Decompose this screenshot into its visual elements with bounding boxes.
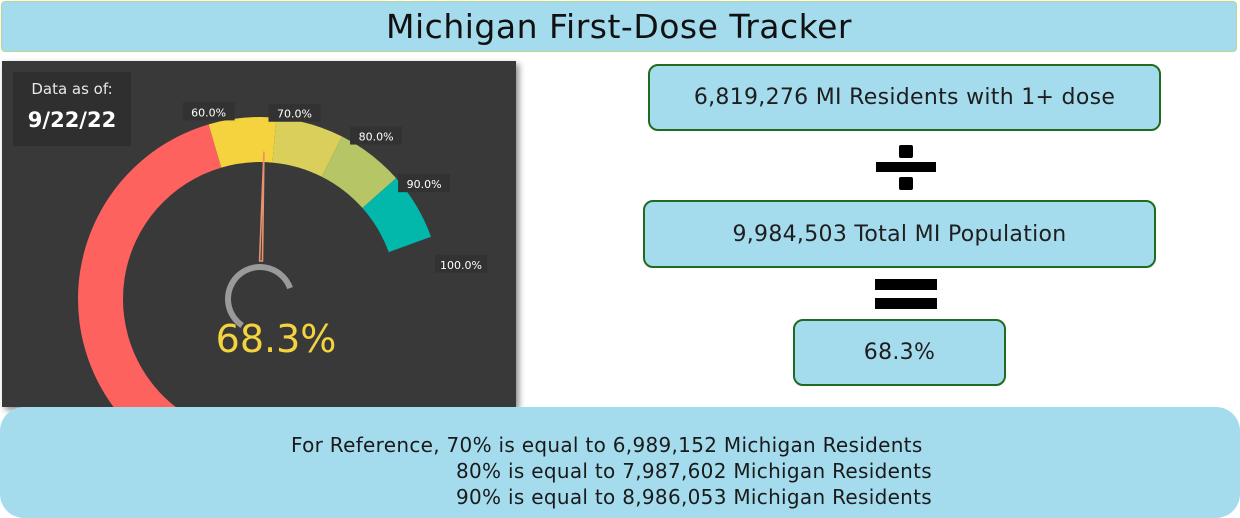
gauge-tick-label-80: 80.0% xyxy=(359,131,394,144)
as-of-date: 9/22/22 xyxy=(27,108,117,132)
as-of-label: Data as of: xyxy=(31,80,113,98)
reference-panel: For Reference, 70% is equal to 6,989,152… xyxy=(0,407,1240,518)
gauge-hub xyxy=(225,264,293,329)
gauge-tick-bg-90 xyxy=(398,174,451,193)
reference-line-80: 80% is equal to 7,987,602 Michigan Resid… xyxy=(456,459,933,483)
gauge-panel: 0.0%60.0%70.0%80.0%90.0%100.0%68.3% Data… xyxy=(2,61,516,407)
gauge-tick-label-60: 60.0% xyxy=(191,106,226,119)
denominator-value: 9,984,503 Total MI Population xyxy=(732,221,1067,247)
title-bar: Michigan First-Dose Tracker xyxy=(1,1,1237,52)
gauge-value-label: 68.3% xyxy=(216,317,337,361)
reference-line-70: For Reference, 70% is equal to 6,989,152… xyxy=(291,433,923,457)
gauge-band-3 xyxy=(321,136,397,209)
gauge-tick-label-90: 90.0% xyxy=(407,178,442,191)
result-card: 68.3% xyxy=(793,319,1006,386)
result-value: 68.3% xyxy=(863,340,936,365)
numerator-card: 6,819,276 MI Residents with 1+ dose xyxy=(648,64,1161,131)
gauge-band-1 xyxy=(208,117,277,168)
denominator-card: 9,984,503 Total MI Population xyxy=(643,200,1156,268)
gauge-needle xyxy=(258,151,265,262)
page-title: Michigan First-Dose Tracker xyxy=(386,7,852,46)
gauge-tick-bg-70 xyxy=(268,103,321,122)
gauge-band-2 xyxy=(272,117,343,177)
gauge-tick-bg-60 xyxy=(182,102,235,121)
as-of-card: Data as of: 9/22/22 xyxy=(13,72,131,146)
gauge-band-4 xyxy=(362,178,432,253)
gauge-chart: 0.0%60.0%70.0%80.0%90.0%100.0%68.3% xyxy=(78,102,488,407)
gauge-tick-bg-80 xyxy=(350,126,403,145)
reference-line-90: 90% is equal to 8,986,053 Michigan Resid… xyxy=(456,485,933,509)
gauge-tick-bg-100 xyxy=(435,254,488,273)
gauge-band-0 xyxy=(78,124,222,407)
divide-icon xyxy=(874,143,938,191)
equals-icon xyxy=(875,279,937,309)
gauge-tick-label-70: 70.0% xyxy=(277,108,312,121)
numerator-value: 6,819,276 MI Residents with 1+ dose xyxy=(693,85,1116,110)
gauge-tick-label-100: 100.0% xyxy=(440,259,482,272)
